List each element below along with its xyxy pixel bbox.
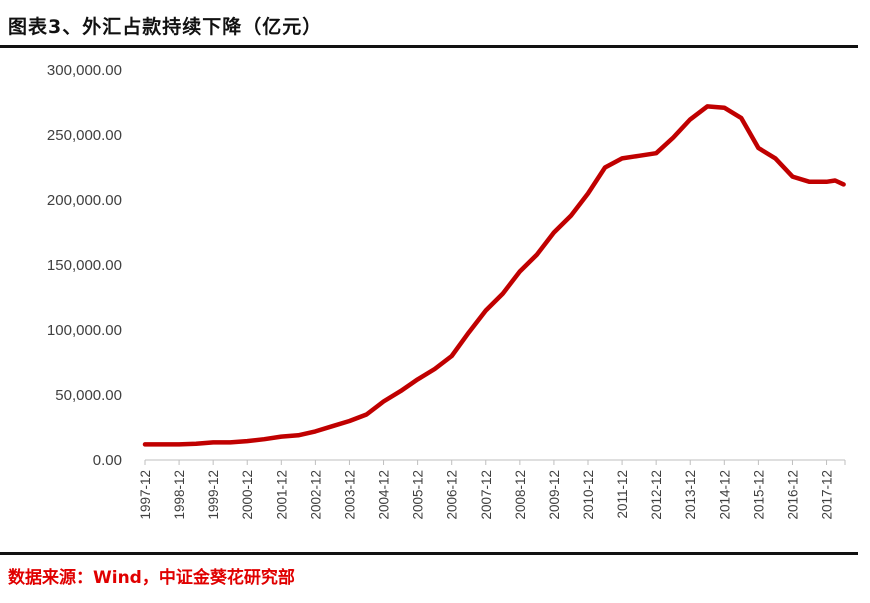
x-tick-label: 2011-12 bbox=[615, 470, 630, 519]
bottom-divider bbox=[0, 552, 858, 555]
x-tick-label: 2014-12 bbox=[717, 470, 732, 520]
x-tick-label: 1997-12 bbox=[138, 470, 153, 520]
y-tick-label: 0.00 bbox=[93, 452, 122, 469]
x-tick-label: 2005-12 bbox=[411, 470, 426, 520]
x-tick-label: 2003-12 bbox=[342, 470, 357, 520]
line-chart: 0.00 50,000.00 100,000.00 150,000.00 200,000… bbox=[47, 62, 846, 520]
x-tick-label: 1998-12 bbox=[172, 470, 187, 520]
x-tick-label: 2004-12 bbox=[377, 470, 392, 520]
x-tick-label: 2000-12 bbox=[240, 470, 255, 520]
x-tick-label: 2010-12 bbox=[581, 470, 596, 520]
x-axis: 1997-12 1998-12 1999-12 2000-12 2001-12 2002-… bbox=[138, 459, 846, 520]
y-tick-label: 100,000.00 bbox=[47, 322, 122, 339]
x-tick-label: 2016-12 bbox=[785, 470, 800, 520]
series-layer bbox=[142, 104, 846, 447]
x-tick-label: 2015-12 bbox=[751, 470, 766, 520]
y-tick-label: 250,000.00 bbox=[47, 127, 122, 144]
data-source-note: 数据来源：Wind，中证金葵花研究部 bbox=[8, 568, 295, 588]
y-tick-label: 50,000.00 bbox=[55, 387, 122, 404]
chart-title: 图表3、外汇占款持续下降（亿元） bbox=[8, 16, 323, 38]
x-tick-label: 1999-12 bbox=[206, 470, 221, 520]
x-tick-label: 2017-12 bbox=[820, 470, 835, 520]
x-tick-label: 2013-12 bbox=[683, 470, 698, 520]
x-tick-label: 2002-12 bbox=[308, 470, 323, 520]
y-tick-label: 200,000.00 bbox=[47, 192, 122, 209]
x-tick-label: 2008-12 bbox=[513, 470, 528, 520]
top-divider bbox=[0, 45, 858, 48]
x-tick-label: 2006-12 bbox=[445, 470, 460, 520]
y-tick-label: 300,000.00 bbox=[47, 62, 122, 79]
series-line bbox=[142, 104, 846, 447]
x-tick-label: 2012-12 bbox=[649, 470, 664, 520]
y-tick-label: 150,000.00 bbox=[47, 257, 122, 274]
y-axis-ticks: 0.00 50,000.00 100,000.00 150,000.00 200,000… bbox=[47, 62, 122, 469]
x-tick-label: 2009-12 bbox=[547, 470, 562, 520]
x-tick-label: 2001-12 bbox=[274, 470, 289, 520]
x-tick-label: 2007-12 bbox=[479, 470, 494, 520]
